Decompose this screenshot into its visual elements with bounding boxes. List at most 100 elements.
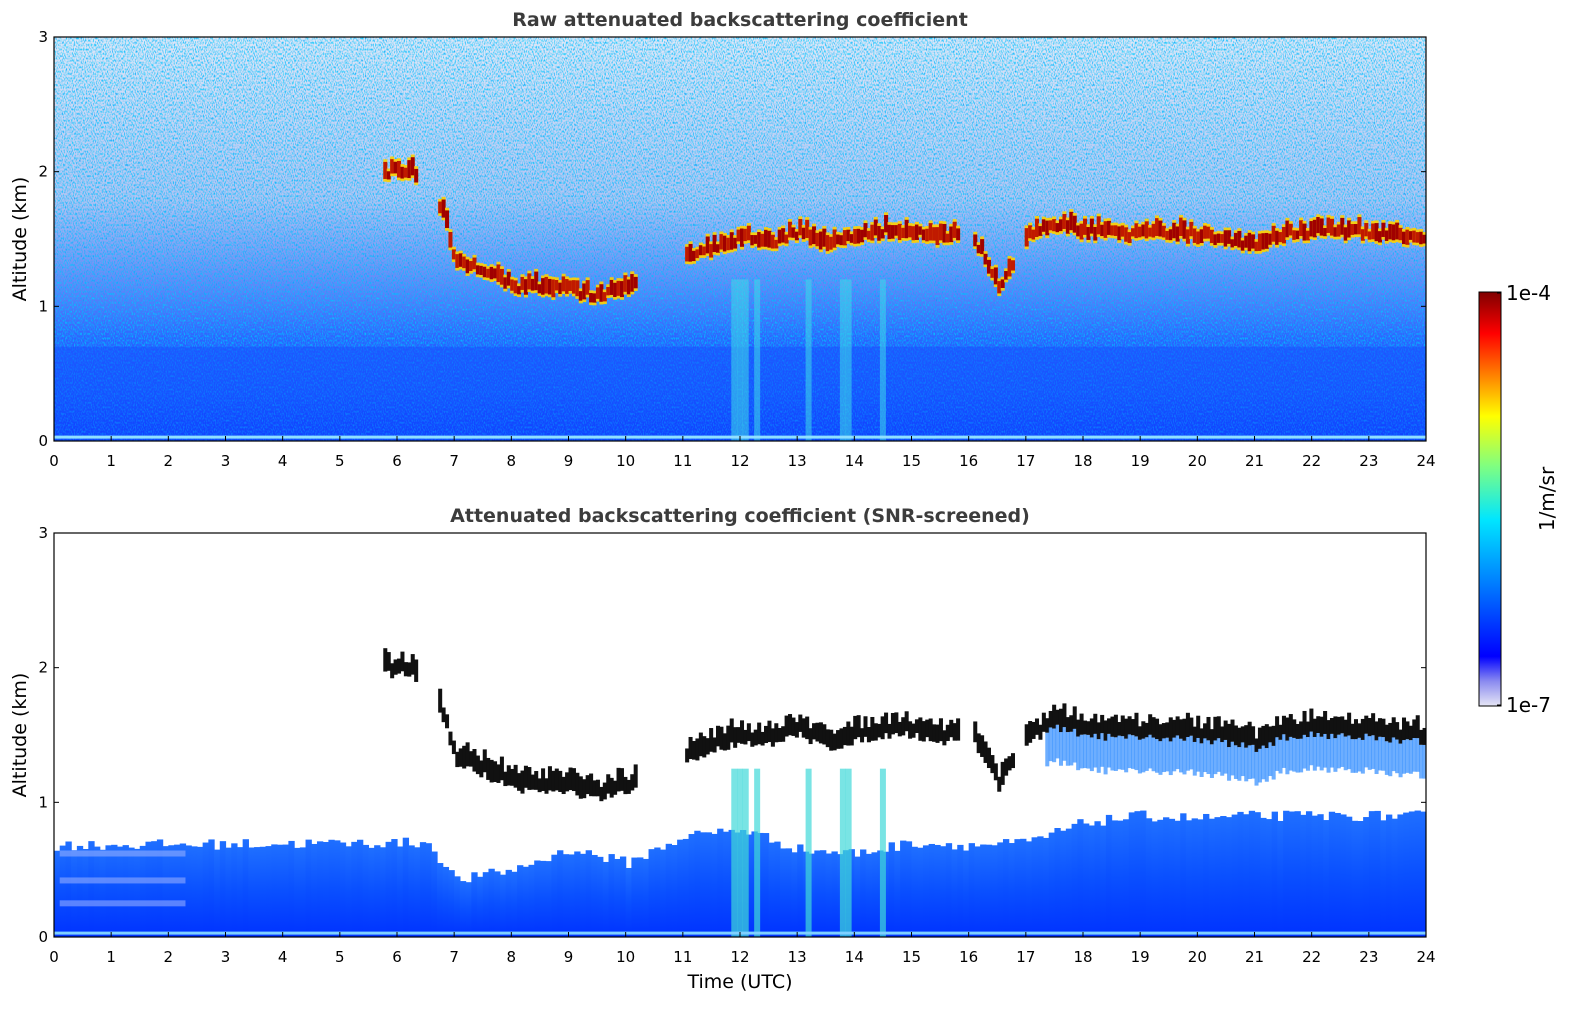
screened-cloud-segment: [1165, 722, 1170, 738]
panel-raw: Raw attenuated backscattering coefficien…: [9, 9, 1436, 470]
screened-cloud-segment: [506, 765, 511, 786]
raw-cloud-segment: [866, 230, 871, 240]
raw-cloud-segment: [1391, 224, 1396, 241]
screened-boundary-layer: [774, 841, 781, 937]
screened-y-axis: 0 1 2 3: [38, 524, 1426, 946]
screened-boundary-layer: [1208, 818, 1216, 937]
raw-cloud-edge: [1426, 224, 1430, 244]
raw-cloud-segment: [949, 226, 954, 243]
screened-boundary-layer: [1265, 819, 1273, 937]
screened-aerosol-plume: [845, 768, 852, 937]
screened-cloud-segment: [633, 764, 638, 788]
raw-cloud-segment: [980, 239, 985, 255]
raw-cloud-segment: [1096, 216, 1101, 235]
screened-cloud-segment: [1323, 710, 1328, 734]
raw-cloud-segment: [1076, 225, 1081, 237]
screened-boundary-layer: [688, 834, 695, 937]
screened-cloud-segment: [925, 719, 930, 738]
screened-cloud-segment: [613, 780, 618, 795]
screened-boundary-layer: [499, 874, 507, 937]
screened-sub-cloud-aerosol: [1237, 747, 1242, 781]
screened-cloud-segment: [534, 771, 539, 790]
screened-boundary-layer: [1243, 814, 1250, 937]
screened-cloud-segment: [746, 723, 751, 742]
screened-boundary-layer: [808, 853, 815, 937]
screened-cloud-segment: [815, 722, 820, 742]
screened-boundary-layer: [1288, 811, 1296, 937]
screened-cloud-segment: [1261, 725, 1266, 746]
screened-boundary-layer: [128, 847, 135, 937]
screened-boundary-layer: [511, 871, 518, 937]
screened-boundary-layer: [665, 843, 672, 937]
screened-cloud-segment: [1388, 722, 1393, 743]
raw-cloud-segment: [530, 278, 535, 291]
screened-cloud-segment: [952, 723, 957, 741]
screened-boundary-layer: [911, 846, 918, 937]
raw-cloud-segment: [1131, 228, 1136, 237]
x-tick-label: 9: [564, 452, 574, 470]
raw-cloud-segment: [997, 281, 1002, 294]
screened-cloud-segment: [801, 718, 806, 738]
screened-cloud-segment: [997, 776, 1002, 792]
screened-boundary-layer: [551, 854, 558, 937]
screened-cloud-segment: [733, 727, 738, 748]
screened-sub-cloud-aerosol: [1079, 734, 1084, 769]
screened-cloud-segment: [870, 716, 875, 741]
screened-boundary-layer: [905, 841, 913, 937]
raw-cloud-segment: [815, 232, 820, 247]
screened-cloud-segment: [527, 767, 532, 790]
screened-cloud-segment: [451, 740, 456, 755]
screened-sub-cloud-aerosol: [1065, 732, 1070, 766]
screened-cloud-segment: [619, 768, 624, 791]
screened-boundary-layer: [854, 856, 861, 937]
raw-cloud-segment: [1240, 240, 1245, 251]
raw-cloud-segment: [839, 235, 844, 246]
raw-cloud-segment: [695, 249, 700, 259]
screened-cloud-segment: [911, 723, 916, 738]
y-tick-label: 0: [38, 928, 48, 946]
raw-cloud-segment: [1295, 230, 1300, 240]
screened-boundary-layer: [276, 844, 284, 937]
x-tick-label: 13: [788, 948, 807, 966]
screened-cloud-segment: [942, 730, 947, 746]
raw-cloud-segment: [1141, 224, 1146, 237]
screened-cloud-segment: [1076, 719, 1081, 737]
screened-cloud-segment: [1223, 720, 1228, 740]
raw-cloud-segment: [1299, 220, 1304, 237]
screened-cloud-segment: [493, 761, 498, 783]
screened-boundary-layer: [1054, 827, 1061, 937]
panel-raw-plot-area: [54, 37, 1430, 441]
raw-cloud-segment: [1072, 215, 1077, 233]
screened-cloud-segment: [956, 718, 961, 741]
screened-cloud-segment: [1041, 712, 1046, 732]
screened-sub-cloud-aerosol: [1415, 738, 1420, 772]
screened-sub-cloud-aerosol: [1089, 737, 1094, 772]
raw-aerosol-plume: [731, 279, 738, 441]
screened-cloud-segment: [1206, 716, 1211, 741]
screened-sub-cloud-aerosol: [1189, 735, 1194, 770]
raw-cloud-segment: [1285, 220, 1290, 238]
screened-cloud-segment: [921, 721, 926, 742]
screened-cloud-segment: [1364, 715, 1369, 734]
screened-boundary-layer: [265, 846, 272, 937]
screened-cloud-segment: [1131, 719, 1136, 736]
screened-cloud-segment: [1350, 723, 1355, 740]
raw-cloud-segment: [626, 279, 631, 295]
raw-cloud-segment: [1175, 226, 1180, 242]
screened-boundary-layer: [242, 839, 249, 937]
x-tick-label: 16: [959, 452, 978, 470]
raw-cloud-segment: [801, 227, 806, 240]
raw-cloud-segment: [1124, 227, 1129, 242]
screened-cloud-segment: [914, 719, 919, 734]
raw-cloud-segment: [743, 228, 748, 242]
screened-boundary-layer: [231, 843, 238, 937]
screened-sub-cloud-aerosol: [1134, 736, 1139, 771]
screened-boundary-layer: [471, 872, 478, 937]
raw-cloud-segment: [1079, 223, 1084, 240]
screened-boundary-layer: [442, 866, 450, 937]
screened-boundary-layer: [174, 844, 181, 937]
raw-cloud-segment: [585, 280, 590, 295]
screened-sub-cloud-aerosol: [1405, 739, 1410, 773]
raw-cloud-segment: [386, 171, 391, 180]
screened-boundary-layer: [1134, 811, 1141, 937]
